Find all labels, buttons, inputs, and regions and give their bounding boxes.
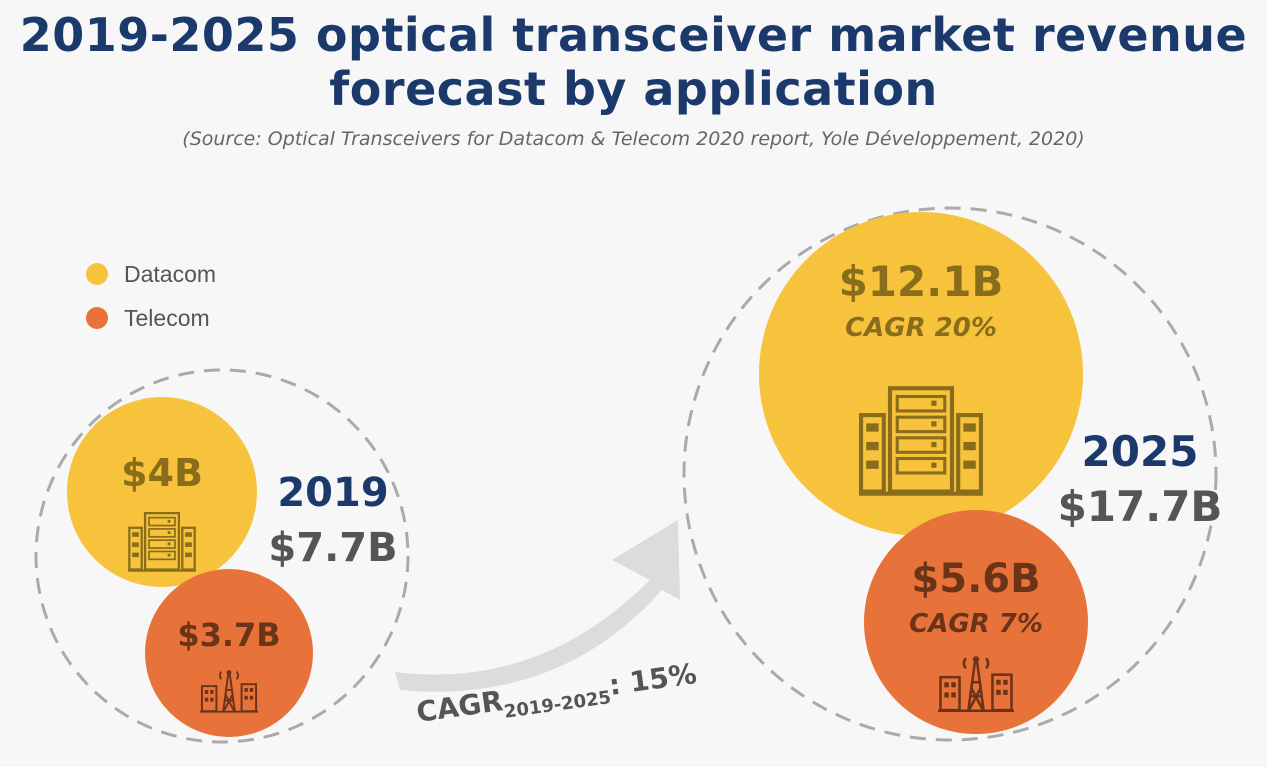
total-label-2025: $17.7B [1058, 482, 1223, 531]
overall-cagr-period: 2019-2025 [503, 687, 613, 723]
legend-swatch-telecom [86, 307, 108, 329]
legend-label-telecom: Telecom [124, 304, 210, 331]
source-note: (Source: Optical Transceivers for Dataco… [182, 128, 1085, 150]
legend-item-datacom: Datacom [86, 252, 216, 296]
bubble-telecom-2025 [864, 510, 1088, 734]
legend: Datacom Telecom [86, 252, 216, 340]
value-label-datacom-2025: $12.1B [839, 257, 1004, 306]
outer-circle-2025 [682, 206, 1218, 742]
chart-title: 2019-2025 optical transceiver market rev… [0, 8, 1267, 116]
title-line-1: 2019-2025 optical transceiver market rev… [19, 8, 1248, 62]
cagr-label-datacom-2025: CAGR 20% [845, 313, 997, 343]
overall-cagr-value: : 15% [607, 657, 699, 702]
year-label-2025: 2025 [1082, 427, 1199, 476]
overall-cagr-label: CAGR2019-2025: 15% [414, 657, 699, 735]
title-line-2: forecast by application [329, 62, 938, 116]
bubble-datacom-2019 [67, 397, 257, 587]
value-label-datacom-2019: $4B [121, 451, 203, 495]
total-label-2019: $7.7B [268, 525, 397, 571]
growth-arrow [395, 520, 680, 692]
year-label-2019: 2019 [277, 470, 388, 516]
bubble-datacom-2025 [759, 212, 1083, 536]
value-label-telecom-2025: $5.6B [911, 556, 1040, 602]
bubble-telecom-2019 [145, 569, 313, 737]
cagr-label-telecom-2025: CAGR 7% [909, 609, 1043, 639]
value-label-telecom-2019: $3.7B [177, 616, 280, 654]
outer-circle-2019 [34, 368, 410, 744]
legend-item-telecom: Telecom [86, 296, 216, 340]
legend-label-datacom: Datacom [124, 260, 217, 287]
legend-swatch-datacom [86, 263, 108, 285]
